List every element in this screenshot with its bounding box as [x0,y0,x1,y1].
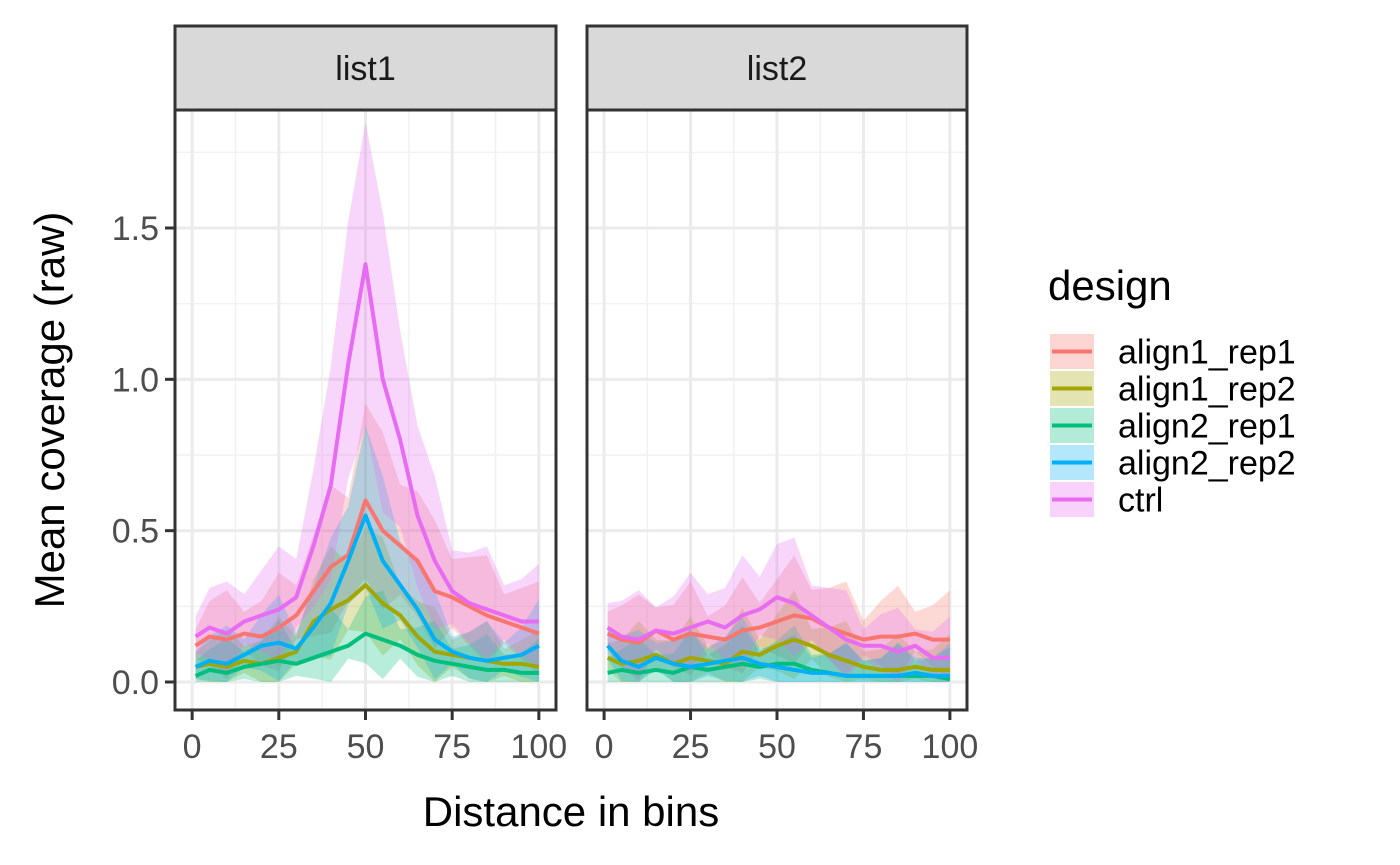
line-align2_rep2-list2 [606,644,950,678]
legend: design align1_rep1align1_rep2align2_rep1… [1048,262,1296,520]
line-align2_rep2-list1 [194,513,540,669]
x-tick-label: 0 [595,728,614,766]
ribbon-align1_rep1-list1 [195,403,539,680]
legend-label: align2_rep2 [1118,445,1296,483]
x-tick-label: 100 [922,728,979,766]
panel-list2: list2 0 25 50 75 100 [585,24,979,766]
x-tick-label: 50 [758,728,796,766]
panel-list1: list1 0 25 50 75 100 0.0 0.5 1.0 1.5 [112,24,567,766]
strip-list2 [585,24,969,112]
legend-label: align1_rep1 [1118,334,1296,372]
x-tick-label: 25 [672,728,710,766]
ribbon-align1_rep1-list2 [607,555,950,681]
line-align1_rep1-list1 [194,498,540,648]
legend-label: align1_rep2 [1118,371,1296,409]
legend-title: design [1048,262,1172,309]
x-tick-label: 25 [260,728,298,766]
y-tick-label: 0.5 [112,513,159,551]
ribbon-ctrl-list1 [195,122,539,676]
x-tick-label: 100 [510,728,567,766]
strip-label-list1: list1 [335,50,395,88]
strip-label-list2: list2 [747,50,807,88]
x-tick-label: 50 [347,728,385,766]
x-tick-label: 75 [845,728,883,766]
line-align2_rep1-list1 [194,631,539,678]
legend-label: align2_rep1 [1118,408,1296,446]
panels-group: list1 0 25 50 75 100 0.0 0.5 1.0 1.5 list2 0 25 50 75 1… [112,24,979,766]
legend-item-align1_rep1: align1_rep1 [1050,334,1296,372]
ribbon-align2_rep2-list1 [195,425,539,682]
legend-item-align2_rep2: align2_rep2 [1050,445,1296,483]
y-tick-label: 1.0 [112,361,159,399]
line-ctrl-list1 [194,262,539,639]
x-tick-label: 0 [183,728,202,766]
legend-item-align2_rep1: align2_rep1 [1050,408,1296,446]
y-axis-title: Mean coverage (raw) [26,212,73,609]
y-tick-label: 0.0 [112,664,159,702]
x-tick-label: 75 [433,728,471,766]
legend-item-ctrl: ctrl [1050,482,1163,520]
y-tick-label: 1.5 [112,210,159,248]
strip-list1 [173,24,558,112]
line-ctrl-list2 [606,595,950,660]
legend-label: ctrl [1118,482,1163,520]
legend-item-align1_rep2: align1_rep2 [1050,371,1296,409]
x-axis-title: Distance in bins [423,788,719,835]
